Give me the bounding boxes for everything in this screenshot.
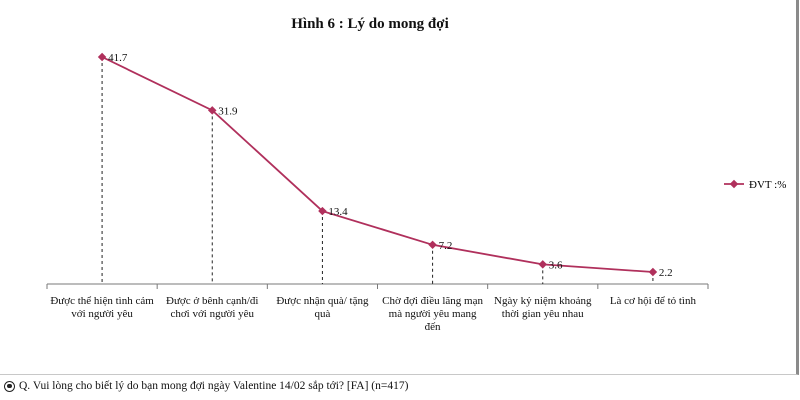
x-axis-ticks	[46, 284, 709, 289]
legend-label: ĐVT :%	[749, 179, 786, 191]
data-label: 2.2	[659, 267, 673, 279]
category-label: Được ở bênh cạnh/đi chơi với người yêu	[166, 295, 258, 320]
legend-marker	[729, 179, 739, 189]
category-labels: Được thể hiện tình cảm với người yêu Được …	[50, 295, 696, 333]
data-point	[428, 240, 437, 250]
footer-text: Q. Vui lòng cho biết lý do bạn mong đợi …	[19, 380, 409, 392]
data-point	[648, 267, 658, 277]
data-label: 41.7	[108, 52, 128, 64]
data-points	[97, 52, 658, 277]
data-label: 31.9	[218, 105, 238, 117]
series-line	[101, 56, 653, 273]
footer-note: Q. Vui lòng cho biết lý do bạn mong đợi …	[4, 380, 408, 392]
data-label: 3.6	[549, 259, 563, 271]
category-label: Ngày kỷ niệm khoảng thời gian yêu nhau	[494, 295, 592, 320]
chart-title: Hình 6 : Lý do mong đợi	[291, 16, 449, 32]
data-point	[208, 106, 217, 115]
category-label: Được nhận quà/ tặng quà	[276, 295, 369, 320]
category-label: Được thể hiện tình cảm với người yêu	[50, 295, 154, 320]
drop-lines	[101, 57, 654, 284]
chart-frame	[0, 0, 799, 375]
data-label: 13.4	[328, 206, 348, 218]
radio-target-icon	[4, 380, 15, 392]
data-labels: 41.7 31.9 13.4 7.2 3.6 2.2	[108, 52, 673, 279]
data-point	[97, 52, 107, 62]
legend: ĐVT :%	[724, 179, 786, 191]
data-point	[538, 260, 547, 269]
data-label: 7.2	[439, 240, 453, 252]
category-label: Chờ đợi điều lãng mạn mà người yêu mang đế…	[382, 295, 483, 333]
data-point	[318, 206, 327, 216]
category-label: Là cơ hội để tỏ tình	[610, 295, 697, 307]
